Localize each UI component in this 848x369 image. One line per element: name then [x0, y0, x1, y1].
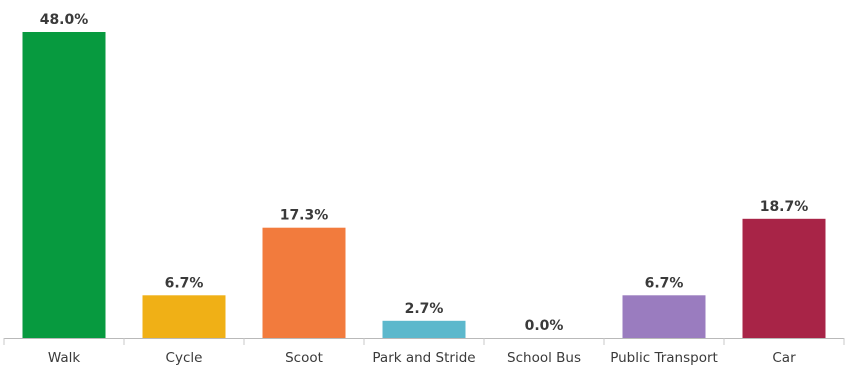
bar-park-and-stride: [382, 320, 466, 338]
category-separators: [3, 338, 845, 345]
bar-public-transport: [622, 295, 706, 338]
bar-car: [742, 218, 826, 338]
value-labels-layer: 48.0% 6.7% 17.3% 2.7% 0.0% 6.7% 18.7%: [40, 12, 809, 334]
value-label-cycle: 6.7%: [165, 275, 204, 291]
category-label-car: Car: [772, 350, 796, 366]
bars-layer: [22, 32, 826, 338]
category-label-public-transport: Public Transport: [610, 350, 718, 366]
value-label-walk: 48.0%: [40, 12, 89, 28]
category-label-park-and-stride: Park and Stride: [372, 350, 475, 366]
value-label-public-transport: 6.7%: [645, 275, 684, 291]
category-label-cycle: Cycle: [166, 350, 203, 366]
value-label-school-bus: 0.0%: [525, 318, 564, 334]
bar-cycle: [142, 295, 226, 338]
category-label-school-bus: School Bus: [507, 350, 581, 366]
bar-walk: [22, 32, 106, 338]
value-label-park-and-stride: 2.7%: [405, 301, 444, 317]
category-label-scoot: Scoot: [285, 350, 323, 366]
value-label-scoot: 17.3%: [280, 208, 329, 224]
bar-scoot: [262, 227, 346, 338]
category-labels-layer: Walk Cycle Scoot Park and Stride School Bus P…: [48, 350, 796, 366]
category-label-walk: Walk: [48, 350, 81, 366]
value-label-car: 18.7%: [760, 199, 809, 215]
